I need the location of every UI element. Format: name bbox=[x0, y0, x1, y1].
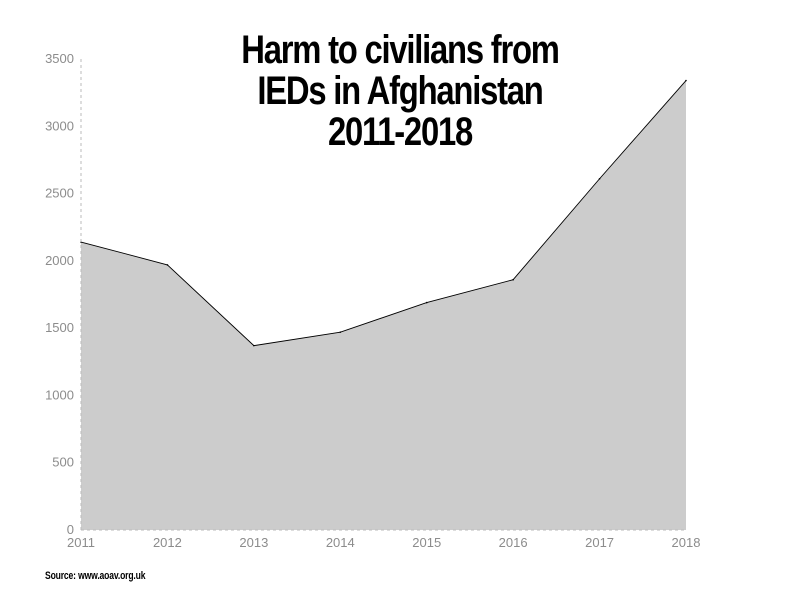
y-tick-label-1500: 1500 bbox=[45, 320, 74, 335]
x-tick-label-2017: 2017 bbox=[585, 535, 614, 550]
x-tick-label-2012: 2012 bbox=[153, 535, 182, 550]
y-tick-label-1000: 1000 bbox=[45, 387, 74, 402]
y-tick-label-2000: 2000 bbox=[45, 253, 74, 268]
y-tick-label-500: 500 bbox=[52, 455, 74, 470]
area-fill bbox=[81, 80, 686, 530]
y-tick-label-3000: 3000 bbox=[45, 118, 74, 133]
plot-area bbox=[80, 59, 687, 531]
data-point-2015 bbox=[425, 301, 428, 304]
chart-title: Harm to civilians from IEDs in Afghanist… bbox=[241, 28, 560, 154]
x-tick-label-2015: 2015 bbox=[412, 535, 441, 550]
data-point-2016 bbox=[512, 278, 514, 281]
y-tick-label-0: 0 bbox=[67, 522, 74, 537]
x-axis-ticks: 2011 2012 2013 2014 2015 2016 2017 2018 bbox=[67, 535, 700, 550]
y-tick-label-3500: 3500 bbox=[45, 51, 74, 66]
data-point-2014 bbox=[339, 331, 342, 333]
x-tick-label-2016: 2016 bbox=[499, 535, 528, 550]
data-point-2012 bbox=[166, 264, 169, 266]
x-tick-label-2018: 2018 bbox=[672, 535, 701, 550]
source-note: Source: www.aoav.org.uk bbox=[45, 570, 146, 582]
data-point-2013 bbox=[253, 344, 255, 347]
y-tick-label-2500: 2500 bbox=[45, 186, 74, 201]
data-point-2018 bbox=[685, 79, 687, 82]
x-tick-label-2014: 2014 bbox=[326, 535, 355, 550]
x-tick-label-2013: 2013 bbox=[239, 535, 268, 550]
series-line bbox=[80, 80, 687, 347]
y-axis-ticks: 0 500 1000 1500 2000 2500 3000 3500 bbox=[45, 51, 74, 537]
x-tick-label-2011: 2011 bbox=[67, 535, 95, 550]
data-point-2017 bbox=[598, 177, 601, 180]
